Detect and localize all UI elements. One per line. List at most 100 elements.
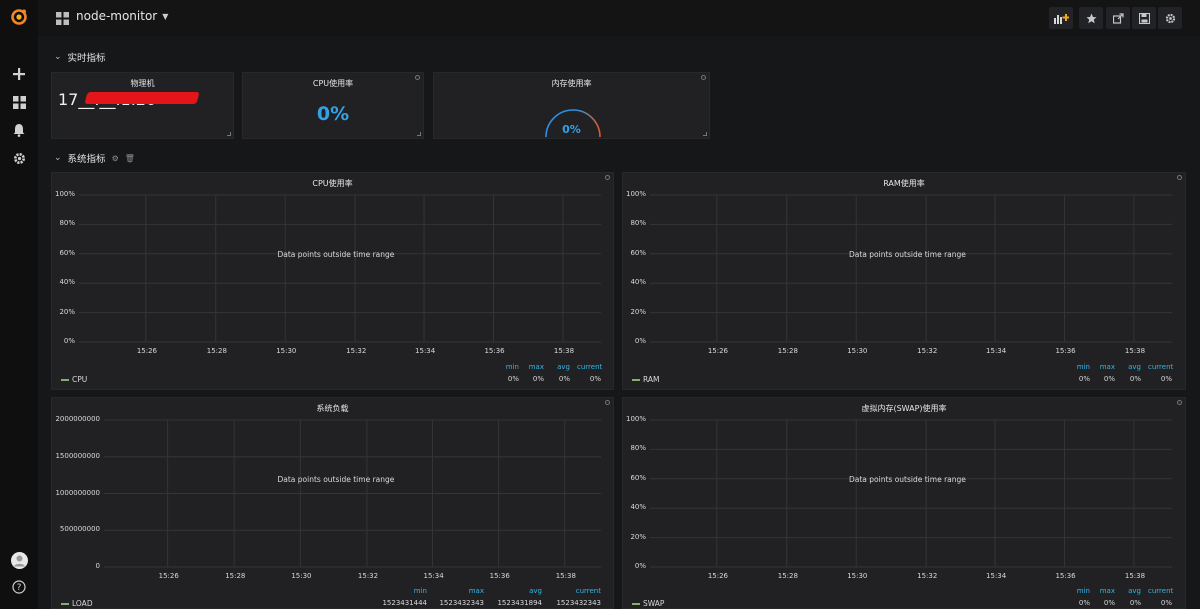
legend-header-max[interactable]: max xyxy=(1099,363,1115,371)
panel-title[interactable]: 内存使用率 xyxy=(551,79,592,88)
dashboard-title-text[interactable]: node-monitor xyxy=(76,9,158,23)
legend-header-current[interactable]: current xyxy=(575,587,601,595)
y-tick-label: 40% xyxy=(630,278,646,287)
legend-header-min[interactable]: min xyxy=(505,363,519,371)
legend-header-avg[interactable]: avg xyxy=(529,587,542,595)
legend-value-max: 0% xyxy=(1103,375,1115,383)
legend-series-name[interactable]: RAM xyxy=(643,375,660,384)
panel-title[interactable]: CPU使用率 xyxy=(312,179,353,188)
legend-series-name[interactable]: LOAD xyxy=(72,599,93,608)
cpu-value: 0% xyxy=(316,103,350,125)
legend-header-max[interactable]: max xyxy=(528,363,544,371)
panel-host[interactable]: 物理机 17__.__.1.20 xyxy=(51,72,234,139)
panel-ram-graph[interactable]: RAM使用率 100% 80% 60% 40% 20% 0% 15:26 15:28 15:30 1… xyxy=(622,172,1186,390)
x-tick-label: 15:34 xyxy=(986,347,1007,355)
panel-title[interactable]: CPU使用率 xyxy=(312,79,354,88)
row-settings-icon[interactable]: ⚙ xyxy=(111,153,119,163)
panel-cpu-graph[interactable]: CPU使用率 100% 80% 60% 40% 20% 0% 15:26 15:28 15:30 1… xyxy=(51,172,614,390)
row-title[interactable]: 系统指标 xyxy=(67,154,106,165)
y-tick-label: 0% xyxy=(634,562,646,570)
panel-title[interactable]: 物理机 xyxy=(130,79,155,88)
panel-info-icon[interactable] xyxy=(701,75,706,80)
panel-info-icon[interactable] xyxy=(415,75,420,80)
legend-header-avg[interactable]: avg xyxy=(1128,363,1141,371)
x-tick-label: 15:36 xyxy=(484,347,505,355)
y-tick-label: 1500000000 xyxy=(55,451,100,460)
y-tick-label: 0% xyxy=(634,337,646,345)
dashboard-grid-icon[interactable] xyxy=(56,10,69,29)
help-icon[interactable]: ? xyxy=(0,575,38,599)
legend-header-min[interactable]: min xyxy=(1076,587,1090,595)
x-tick-label: 15:38 xyxy=(1124,572,1146,580)
x-tick-label: 15:34 xyxy=(423,572,444,580)
panel-swap-graph[interactable]: 虚拟内存(SWAP)使用率 100% 80% 60% 40% 20% 0% 15:26 15:2… xyxy=(622,397,1186,609)
resize-handle[interactable] xyxy=(703,132,707,136)
legend-header-avg[interactable]: avg xyxy=(557,363,570,371)
legend-series-name[interactable]: SWAP xyxy=(643,599,665,608)
x-tick-label: 15:28 xyxy=(777,347,798,355)
panel-info-icon[interactable] xyxy=(605,400,610,405)
memory-value: 0% xyxy=(562,123,581,136)
add-panel-button[interactable] xyxy=(1049,7,1073,29)
x-tick-label: 15:26 xyxy=(136,347,157,355)
row-header-realtime[interactable]: ⌄ 实时指标 xyxy=(54,50,106,64)
star-button[interactable] xyxy=(1079,7,1103,29)
y-tick-label: 80% xyxy=(59,219,75,228)
legend-header-current[interactable]: current xyxy=(1148,363,1174,371)
panel-title[interactable]: RAM使用率 xyxy=(883,179,925,188)
legend-header-max[interactable]: max xyxy=(1099,587,1115,595)
legend-value-current: 1523432343 xyxy=(556,599,601,607)
x-tick-label: 15:38 xyxy=(1124,347,1146,355)
y-tick-label: 20% xyxy=(630,532,646,541)
legend-value-avg: 0% xyxy=(1129,599,1141,607)
share-button[interactable] xyxy=(1106,7,1130,29)
legend-header-min[interactable]: min xyxy=(1076,363,1090,371)
legend-value-min: 1523431444 xyxy=(382,599,427,607)
panel-load-graph[interactable]: 系统负载 2000000000 1500000000 1000000000 500000… xyxy=(51,397,614,609)
legend-series-swatch[interactable] xyxy=(632,379,640,381)
legend-header-current[interactable]: current xyxy=(577,363,603,371)
chevron-down-icon[interactable]: ⌄ xyxy=(54,153,62,163)
plus-icon[interactable] xyxy=(0,62,38,86)
legend-header-max[interactable]: max xyxy=(468,587,484,595)
panel-info-icon[interactable] xyxy=(1177,175,1182,180)
panel-title[interactable]: 系统负载 xyxy=(316,404,349,413)
x-tick-label: 15:30 xyxy=(847,572,868,580)
dashboards-icon[interactable] xyxy=(0,90,38,114)
dashboard-settings-button[interactable] xyxy=(1158,7,1182,29)
x-tick-label: 15:38 xyxy=(555,572,576,580)
grafana-logo-icon[interactable] xyxy=(0,5,38,29)
panel-info-icon[interactable] xyxy=(605,175,610,180)
chevron-down-icon[interactable]: ▼ xyxy=(162,12,169,21)
panel-title[interactable]: 虚拟内存(SWAP)使用率 xyxy=(861,404,947,413)
legend-series-swatch[interactable] xyxy=(632,603,640,605)
row-title[interactable]: 实时指标 xyxy=(67,53,106,64)
x-tick-label: 15:32 xyxy=(357,572,379,580)
bell-icon[interactable] xyxy=(0,118,38,142)
y-tick-label: 100% xyxy=(54,190,75,198)
x-tick-label: 15:26 xyxy=(707,572,728,580)
star-icon xyxy=(1086,9,1097,28)
legend-header-current[interactable]: current xyxy=(1148,587,1174,595)
resize-handle[interactable] xyxy=(227,132,231,136)
y-tick-label: 20% xyxy=(59,307,75,316)
dashboard-title[interactable]: node-monitor ▼ xyxy=(76,9,168,23)
save-button[interactable] xyxy=(1132,7,1156,29)
legend-header-min[interactable]: min xyxy=(413,587,427,595)
legend-series-swatch[interactable] xyxy=(61,603,69,605)
no-data-message: Data points outside time range xyxy=(849,250,966,259)
panel-memory-gauge[interactable]: 内存使用率 0% xyxy=(433,72,710,139)
panel-cpu-singlestat[interactable]: CPU使用率 0% xyxy=(242,72,424,139)
legend-value-max: 1523432343 xyxy=(439,599,484,607)
trash-icon[interactable]: 🗑 xyxy=(124,153,135,163)
gear-icon[interactable] xyxy=(0,146,38,170)
legend-series-name[interactable]: CPU xyxy=(72,375,88,384)
resize-handle[interactable] xyxy=(417,132,421,136)
panel-info-icon[interactable] xyxy=(1177,400,1182,405)
avatar[interactable] xyxy=(0,548,38,572)
legend-series-swatch[interactable] xyxy=(61,379,69,381)
row-header-system[interactable]: ⌄ 系统指标 ⚙ 🗑 xyxy=(54,151,135,165)
chevron-down-icon[interactable]: ⌄ xyxy=(54,52,62,62)
legend-header-avg[interactable]: avg xyxy=(1128,587,1141,595)
y-tick-label: 20% xyxy=(630,307,646,316)
